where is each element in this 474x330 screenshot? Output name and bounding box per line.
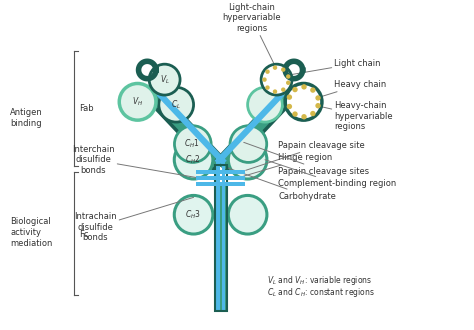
Circle shape — [310, 111, 316, 116]
Circle shape — [265, 69, 270, 74]
Circle shape — [159, 87, 193, 122]
Text: $C_H$1: $C_H$1 — [184, 138, 200, 150]
Circle shape — [230, 126, 267, 162]
Circle shape — [261, 64, 292, 95]
Bar — [196, 170, 245, 174]
Circle shape — [286, 74, 291, 79]
Bar — [215, 186, 228, 311]
Bar — [215, 165, 228, 311]
Text: Carbohydrate: Carbohydrate — [227, 167, 337, 201]
Circle shape — [310, 87, 316, 93]
Text: Antigen
binding: Antigen binding — [10, 108, 43, 128]
Circle shape — [273, 65, 277, 70]
Bar — [215, 186, 228, 311]
Bar — [196, 182, 245, 186]
Circle shape — [228, 195, 267, 234]
Text: Light-chain
hypervariable
regions: Light-chain hypervariable regions — [222, 3, 281, 65]
Circle shape — [174, 141, 213, 179]
Text: $V_L$ and $V_H$: variable regions: $V_L$ and $V_H$: variable regions — [267, 274, 372, 287]
Circle shape — [262, 78, 267, 82]
Bar — [221, 157, 226, 311]
Circle shape — [286, 81, 291, 85]
Circle shape — [281, 87, 285, 92]
Text: Complement-binding region: Complement-binding region — [265, 160, 397, 188]
Text: $C_L$ and $C_H$: constant regions: $C_L$ and $C_H$: constant regions — [267, 286, 374, 299]
Circle shape — [292, 87, 298, 92]
Text: $V_H$: $V_H$ — [132, 96, 143, 108]
Bar — [196, 176, 245, 180]
Circle shape — [149, 64, 180, 95]
Circle shape — [281, 67, 285, 72]
Text: Hinge region: Hinge region — [244, 153, 333, 176]
Text: Intrachain
disulfide
bonds: Intrachain disulfide bonds — [74, 197, 193, 242]
Circle shape — [228, 141, 267, 179]
Text: Fc: Fc — [79, 230, 88, 239]
Text: Fab: Fab — [79, 104, 93, 113]
Text: Light chain: Light chain — [290, 59, 381, 75]
Circle shape — [292, 111, 298, 117]
Circle shape — [301, 114, 307, 119]
Bar — [196, 182, 245, 186]
Text: Heavy chain: Heavy chain — [320, 80, 387, 97]
Bar — [196, 170, 245, 174]
Text: $C_L$: $C_L$ — [171, 98, 181, 111]
Circle shape — [273, 89, 277, 94]
Bar — [196, 176, 245, 180]
Circle shape — [119, 83, 156, 120]
Bar — [216, 166, 219, 311]
Circle shape — [174, 126, 211, 162]
Circle shape — [287, 104, 292, 109]
Bar — [221, 166, 226, 311]
Circle shape — [301, 84, 307, 89]
Text: $C_H$3: $C_H$3 — [185, 209, 201, 221]
Circle shape — [315, 95, 321, 101]
Text: $C_H$2: $C_H$2 — [185, 153, 201, 166]
Circle shape — [247, 87, 283, 122]
Bar — [216, 157, 219, 311]
Circle shape — [315, 103, 321, 108]
Text: Papain cleavage sites: Papain cleavage sites — [244, 142, 370, 176]
Circle shape — [285, 83, 322, 120]
Text: Heavy-chain
hypervariable
regions: Heavy-chain hypervariable regions — [321, 101, 393, 131]
Circle shape — [287, 94, 292, 100]
Circle shape — [174, 195, 213, 234]
Text: Interchain
disulfide
bonds: Interchain disulfide bonds — [72, 145, 200, 178]
Text: Papain cleavage site: Papain cleavage site — [246, 141, 365, 170]
Circle shape — [265, 85, 270, 90]
Text: Biological
activity
mediation: Biological activity mediation — [10, 216, 53, 248]
Text: $V_L$: $V_L$ — [160, 73, 170, 86]
